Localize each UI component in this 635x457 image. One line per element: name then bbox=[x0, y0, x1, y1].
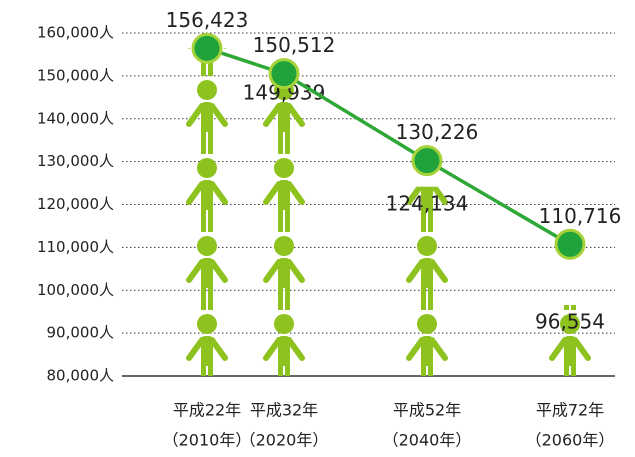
y-tick-label: 90,000人 bbox=[47, 324, 115, 342]
pictograph-bar bbox=[552, 158, 588, 388]
line-point bbox=[413, 147, 441, 175]
x-tick-label: 平成32年 bbox=[250, 401, 318, 420]
x-tick-label: （2020年） bbox=[240, 431, 329, 450]
y-tick-label: 110,000人 bbox=[37, 238, 114, 256]
y-tick-label: 130,000人 bbox=[37, 152, 114, 170]
x-tick-label: （2010年） bbox=[163, 431, 252, 450]
chart: 80,000人 90,000人 100,000人 110,000人 120,000人 13… bbox=[0, 0, 635, 457]
x-tick-label: （2060年） bbox=[526, 431, 615, 450]
value-label: 124,134 bbox=[386, 191, 469, 215]
y-tick-label: 100,000人 bbox=[37, 281, 114, 299]
y-tick-label: 160,000人 bbox=[37, 24, 114, 42]
x-tick-label: 平成52年 bbox=[393, 401, 461, 420]
y-tick-label: 80,000人 bbox=[47, 367, 115, 385]
value-label: 156,423 bbox=[166, 8, 249, 32]
line-point bbox=[193, 34, 221, 62]
y-tick-label: 120,000人 bbox=[37, 195, 114, 213]
value-label: 96,554 bbox=[535, 310, 605, 334]
value-label: 150,512 bbox=[253, 33, 336, 57]
x-tick-label: （2040年） bbox=[383, 431, 472, 450]
y-tick-label: 150,000人 bbox=[37, 66, 114, 84]
x-tick-label: 平成22年 bbox=[173, 401, 241, 420]
line-point bbox=[270, 60, 298, 88]
y-tick-label: 140,000人 bbox=[37, 109, 114, 127]
x-tick-label: 平成72年 bbox=[536, 401, 604, 420]
value-label: 130,226 bbox=[396, 120, 479, 144]
line-point bbox=[556, 230, 584, 258]
value-label: 110,716 bbox=[539, 204, 622, 228]
